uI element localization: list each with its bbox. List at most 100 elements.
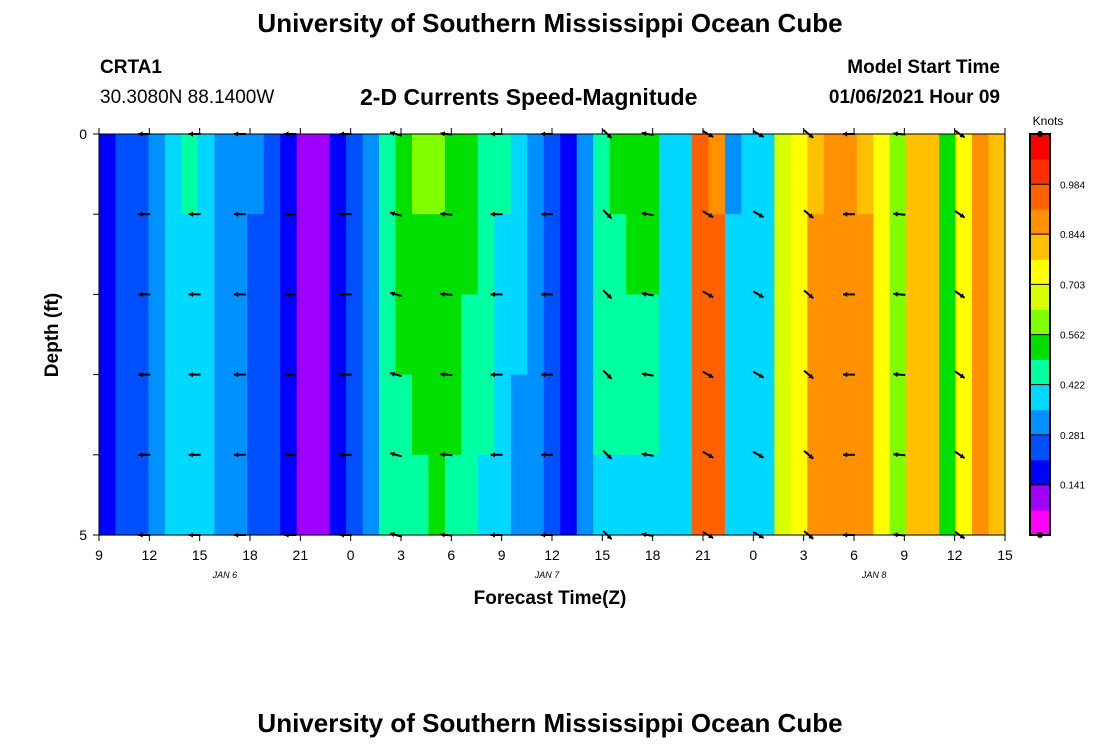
heatmap-cell — [708, 134, 726, 215]
current-arrow-head — [138, 372, 143, 378]
heatmap-cell — [807, 294, 825, 376]
heatmap-cell — [428, 134, 446, 215]
heatmap-cell — [609, 134, 627, 215]
heatmap-cell — [939, 374, 957, 456]
heatmap-cell — [181, 454, 199, 536]
x-tick-label: 3 — [397, 547, 405, 563]
heatmap-cell — [741, 294, 759, 376]
current-arrow — [893, 291, 906, 297]
heatmap-cell — [346, 374, 364, 456]
heatmap-cell — [329, 214, 347, 295]
heatmap-cell — [840, 134, 858, 215]
current-arrow-head — [808, 453, 814, 459]
x-tick-label: 18 — [645, 547, 661, 563]
heatmap-cell — [576, 294, 594, 376]
heatmap-cell — [922, 454, 940, 536]
heatmap-cell — [543, 214, 561, 295]
date-label: JAN 6 — [212, 570, 238, 580]
current-arrow-head — [606, 293, 612, 299]
current-arrow — [602, 289, 613, 300]
current-arrow — [602, 449, 613, 460]
heatmap-cell — [675, 454, 693, 536]
heatmap-cell — [164, 374, 182, 456]
colorbar-segment — [1030, 409, 1050, 436]
heatmap-cell — [642, 294, 660, 376]
heatmap-cell — [230, 454, 248, 536]
heatmap-cell — [329, 374, 347, 456]
x-tick-label: 0 — [749, 547, 757, 563]
heatmap-cell — [263, 374, 281, 456]
heatmap-cell — [955, 374, 973, 456]
x-tick-label: 6 — [447, 547, 455, 563]
heatmap-cell — [659, 134, 677, 215]
station-coordinates: 30.3080N 88.1400W — [100, 87, 275, 108]
current-arrow-head — [758, 212, 764, 218]
current-arrow — [188, 211, 201, 217]
heatmap-cell — [428, 294, 446, 376]
heatmap-cell — [164, 214, 182, 295]
heatmap-cell — [362, 214, 380, 295]
heatmap-cell — [922, 374, 940, 456]
heatmap-cell — [428, 454, 446, 536]
current-arrow-head — [541, 452, 546, 458]
current-arrow — [138, 372, 151, 378]
colorbar-tick-label: 0.281 — [1060, 431, 1085, 442]
current-arrow — [188, 291, 201, 297]
heatmap-cell — [972, 294, 990, 376]
heatmap-cell — [724, 134, 743, 215]
heatmap-cell — [873, 294, 891, 376]
heatmap-cell — [675, 214, 693, 295]
heatmap-cell — [856, 374, 874, 456]
current-arrow-head — [233, 372, 239, 378]
colorbar-segment — [1030, 259, 1050, 285]
current-arrow-head — [893, 371, 898, 378]
current-arrow — [284, 372, 297, 378]
heatmap-cell — [280, 134, 298, 215]
heatmap-cell — [230, 374, 248, 456]
heatmap-cell — [543, 374, 561, 456]
heatmap-cell — [230, 294, 248, 376]
heatmap-cell — [362, 134, 380, 215]
current-arrow-head — [606, 534, 612, 540]
heatmap-cell — [856, 214, 874, 295]
heatmap-cell — [873, 214, 891, 295]
heatmap-cell — [774, 294, 792, 376]
current-arrow — [389, 371, 403, 378]
heatmap-cell — [790, 454, 808, 536]
current-arrow-head — [708, 293, 714, 298]
heatmap-cell — [840, 374, 858, 456]
heatmap-cell — [692, 454, 710, 536]
colorbar-segment — [1030, 234, 1050, 260]
current-arrow-head — [893, 291, 898, 297]
colorbar-segment — [1030, 334, 1050, 361]
heatmap-cell — [131, 454, 150, 536]
heatmap-cell — [527, 214, 545, 295]
current-arrow-head — [843, 372, 848, 378]
heatmap-cell — [395, 454, 413, 536]
current-arrow-head — [758, 293, 764, 298]
colorbar-segment — [1030, 209, 1050, 235]
heatmap-cell — [576, 214, 594, 295]
current-arrow — [339, 211, 352, 217]
heatmap-cell — [313, 374, 331, 456]
heatmap-cell — [724, 374, 743, 456]
heatmap-cell — [988, 294, 1006, 376]
heatmap-cell — [461, 134, 479, 215]
current-arrow-head — [284, 211, 289, 217]
current-arrow-head — [606, 374, 612, 379]
heatmap-cell — [576, 454, 594, 536]
heatmap-cell — [131, 374, 150, 456]
current-arrow-head — [641, 291, 647, 297]
colorbar-segment — [1030, 284, 1050, 310]
heatmap-cell — [922, 214, 940, 295]
current-arrow-head — [959, 293, 965, 298]
current-arrow — [440, 371, 453, 378]
heatmap-cell — [889, 374, 907, 456]
heatmap-cell — [807, 374, 825, 456]
current-arrow-head — [843, 291, 848, 297]
current-arrow-head — [708, 212, 714, 218]
heatmap-cell — [313, 454, 331, 536]
heatmap-cell — [873, 374, 891, 456]
current-arrow-head — [233, 452, 239, 458]
date-labels: JAN 6 JAN 7 JAN 8 — [212, 570, 887, 580]
